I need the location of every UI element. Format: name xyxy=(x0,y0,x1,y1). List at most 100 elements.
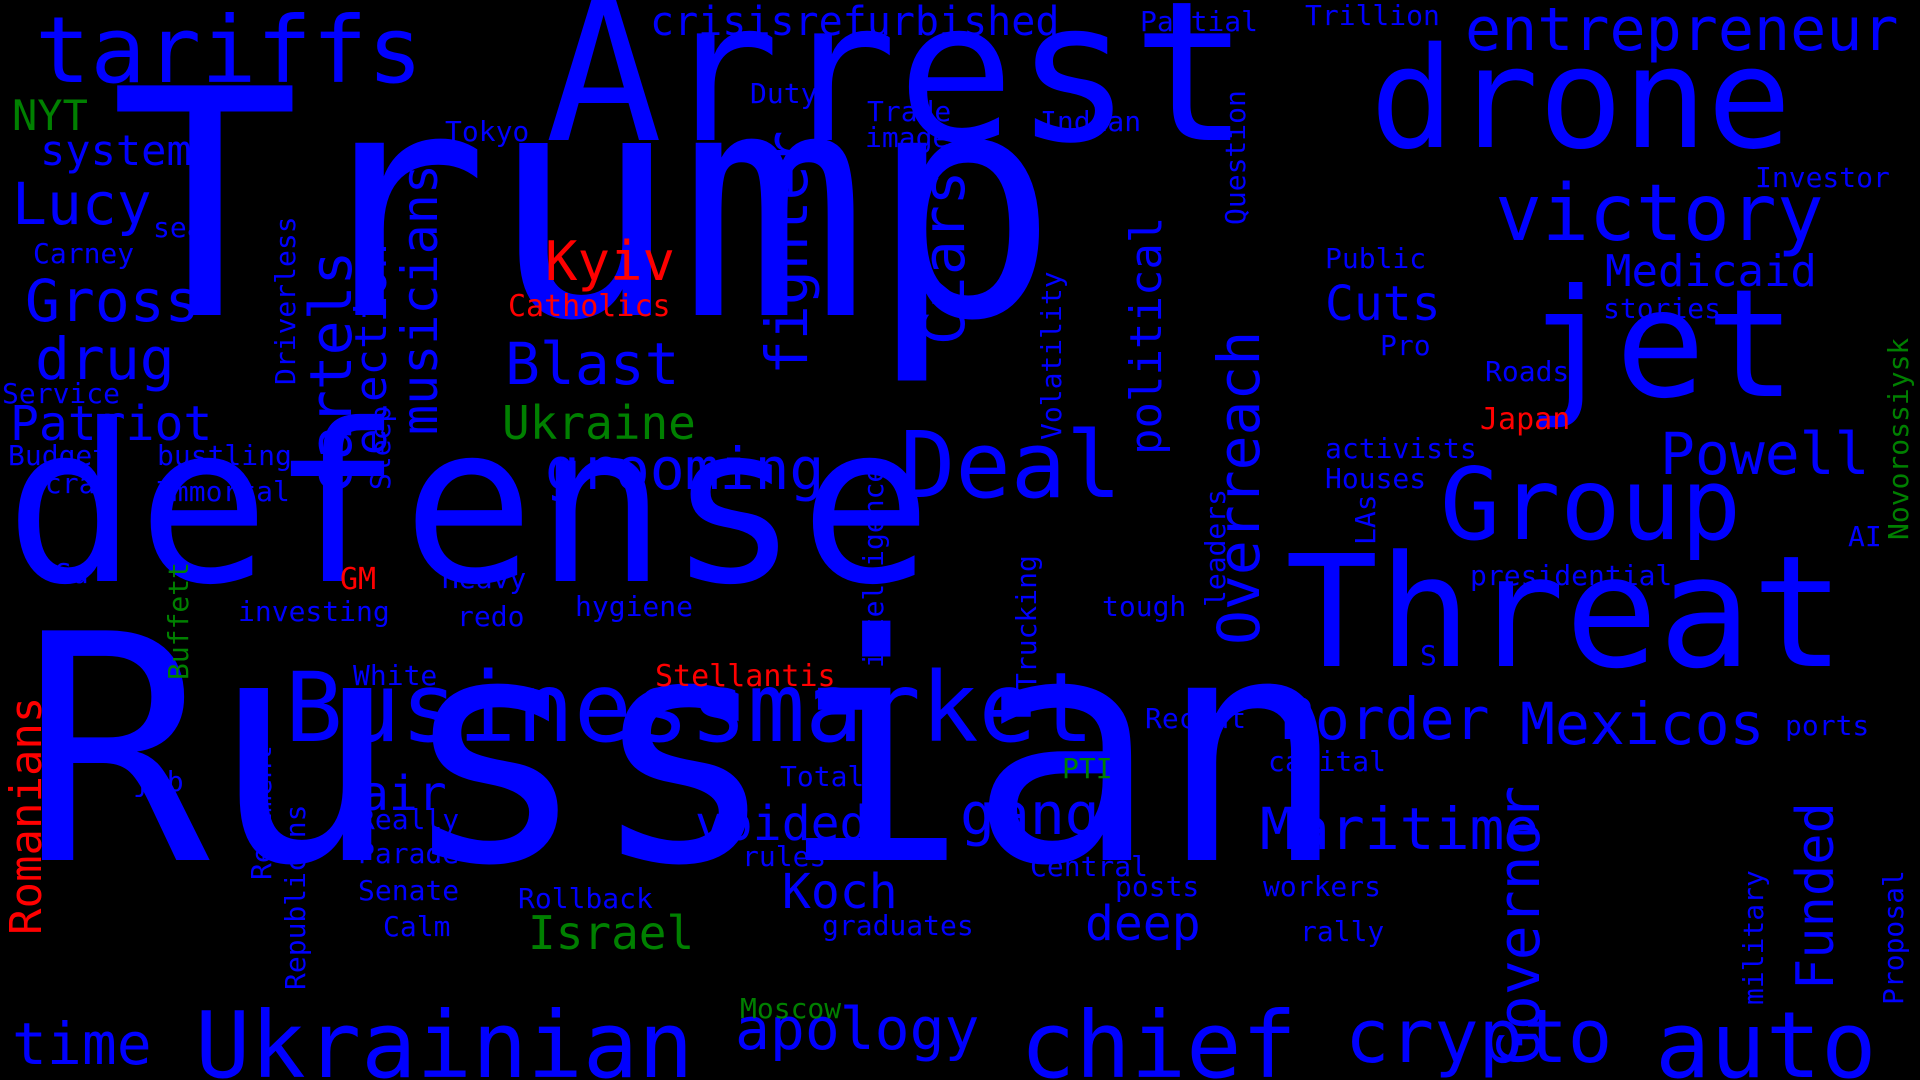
word-bustling: bustling xyxy=(157,439,292,472)
word-leaders: leaders xyxy=(1199,488,1232,607)
word-chief: chief xyxy=(1020,992,1297,1080)
word-trillion: Trillion xyxy=(1305,0,1440,32)
word-deal: Deal xyxy=(900,412,1122,519)
word-sleep: Sleep xyxy=(364,405,397,490)
word-republicans: Republicans xyxy=(279,804,312,990)
word-regiment: Regiment xyxy=(245,745,278,880)
word-las: LAs xyxy=(1349,494,1382,545)
word-workers: workers xyxy=(1263,870,1382,903)
word-stellantis: Stellantis xyxy=(655,659,836,694)
word-sea: sea xyxy=(153,211,204,244)
word-intelligence: intelligence xyxy=(857,465,890,668)
word-gm: GM xyxy=(340,562,377,597)
word-blast: Blast xyxy=(505,330,680,398)
word-lucy: Lucy xyxy=(12,170,152,238)
word-central: Central xyxy=(1030,850,1149,883)
word-powell: Powell xyxy=(1660,420,1870,488)
word-nyt: NYT xyxy=(12,91,88,140)
word-posts: posts xyxy=(1115,870,1200,903)
word-stories: stories xyxy=(1603,292,1722,325)
word-border: Border xyxy=(1280,685,1490,753)
word-voided: voided xyxy=(695,796,869,852)
word-romanians: Romanians xyxy=(1,696,52,935)
word-pro: Pro xyxy=(1380,329,1431,362)
word-investor: Investor xyxy=(1755,161,1890,194)
word-budget: Budget xyxy=(8,439,110,472)
word-apology: apology xyxy=(735,995,980,1063)
word-fighter: fighter xyxy=(753,130,821,375)
word-duty: Duty xyxy=(750,77,818,110)
word-driverless: Driverless xyxy=(269,216,302,385)
word-job: job xyxy=(133,765,184,798)
word-recent: Recent xyxy=(1145,702,1247,735)
word-entrepreneur: entrepreneur xyxy=(1465,0,1899,65)
word-koch: Koch xyxy=(782,864,898,920)
word-hygiene: hygiene xyxy=(575,590,694,623)
word-japan: Japan xyxy=(1480,402,1571,437)
word-rules: rules xyxy=(742,840,827,873)
word-drug: drug xyxy=(35,325,175,393)
word-su: Su xyxy=(55,557,89,590)
word-question: Question xyxy=(1219,90,1252,225)
word-arrest: Arrest xyxy=(545,0,1250,186)
word-volatility: Volatility xyxy=(1035,271,1068,440)
word-calm: Calm xyxy=(383,910,451,943)
word-s: S xyxy=(1420,639,1437,672)
word-auto: auto xyxy=(1655,992,1877,1080)
word-white: White xyxy=(353,659,438,692)
word-russian: Russian xyxy=(20,569,1348,935)
word-ports: ports xyxy=(1785,709,1870,742)
word-rally: rally xyxy=(1300,915,1385,948)
word-crisisrefurbished: crisisrefurbished xyxy=(650,0,1060,45)
word-moscow: Moscow xyxy=(740,992,842,1025)
word-capital: capital xyxy=(1268,745,1387,778)
word-political: political xyxy=(1121,216,1172,455)
word-trump: Trump xyxy=(110,24,1059,390)
word-ai: AI xyxy=(1848,520,1882,553)
word-tough: tough xyxy=(1102,590,1187,623)
word-crypto: crypto xyxy=(1345,994,1613,1080)
word-presidential: presidential xyxy=(1470,559,1673,592)
word-roads: Roads xyxy=(1485,355,1570,388)
word-buffett: Buffett xyxy=(162,561,195,680)
word-houses: Houses xyxy=(1325,462,1427,495)
word-drone: drone xyxy=(1370,18,1792,181)
word-total: Total xyxy=(780,760,865,793)
word-public: Public xyxy=(1325,242,1427,275)
word-jet: jet xyxy=(1525,258,1796,432)
word-grooming: grooming xyxy=(545,435,825,503)
word-air: air xyxy=(360,766,447,822)
word-image: image xyxy=(865,121,950,154)
word-trucking: Trucking xyxy=(1010,555,1043,690)
word-pti: PTI xyxy=(1062,752,1113,785)
word-really: Really xyxy=(358,803,460,836)
word-indian: Indian xyxy=(1040,105,1142,138)
word-activists: activists xyxy=(1325,432,1477,465)
word-investing: investing xyxy=(238,595,390,628)
word-ukrainian: Ukrainian xyxy=(195,992,694,1080)
word-catholics: Catholics xyxy=(508,289,671,324)
word-heavy: Heavy xyxy=(442,562,527,595)
word-deep: deep xyxy=(1085,896,1201,952)
word-graduates: graduates xyxy=(822,909,974,942)
word-trade: Trade xyxy=(867,95,952,128)
word-businessmarket: Businessmarket xyxy=(285,652,1095,764)
word-czars: Czars xyxy=(910,170,978,345)
word-maritime: Maritime xyxy=(1260,795,1540,863)
word-gangs: gangs xyxy=(960,780,1135,848)
word-tokyo: Tokyo xyxy=(445,115,530,148)
word-kyiv: Kyiv xyxy=(545,230,676,293)
word-parade: Parade xyxy=(358,837,460,870)
word-medicaid: Medicaid xyxy=(1605,246,1817,297)
word-immortal: Immortal xyxy=(155,475,290,508)
word-funded: Funded xyxy=(1786,802,1846,990)
word-carney: Carney xyxy=(33,237,135,270)
word-system: system xyxy=(40,126,192,175)
word-threat: Threat xyxy=(1285,522,1845,703)
word-time: time xyxy=(12,1010,152,1078)
word-ukraine: Ukraine xyxy=(502,396,696,450)
word-group: Group xyxy=(1440,446,1742,563)
word-gross: Gross xyxy=(25,267,200,335)
word-musicians: musicians xyxy=(391,164,449,435)
